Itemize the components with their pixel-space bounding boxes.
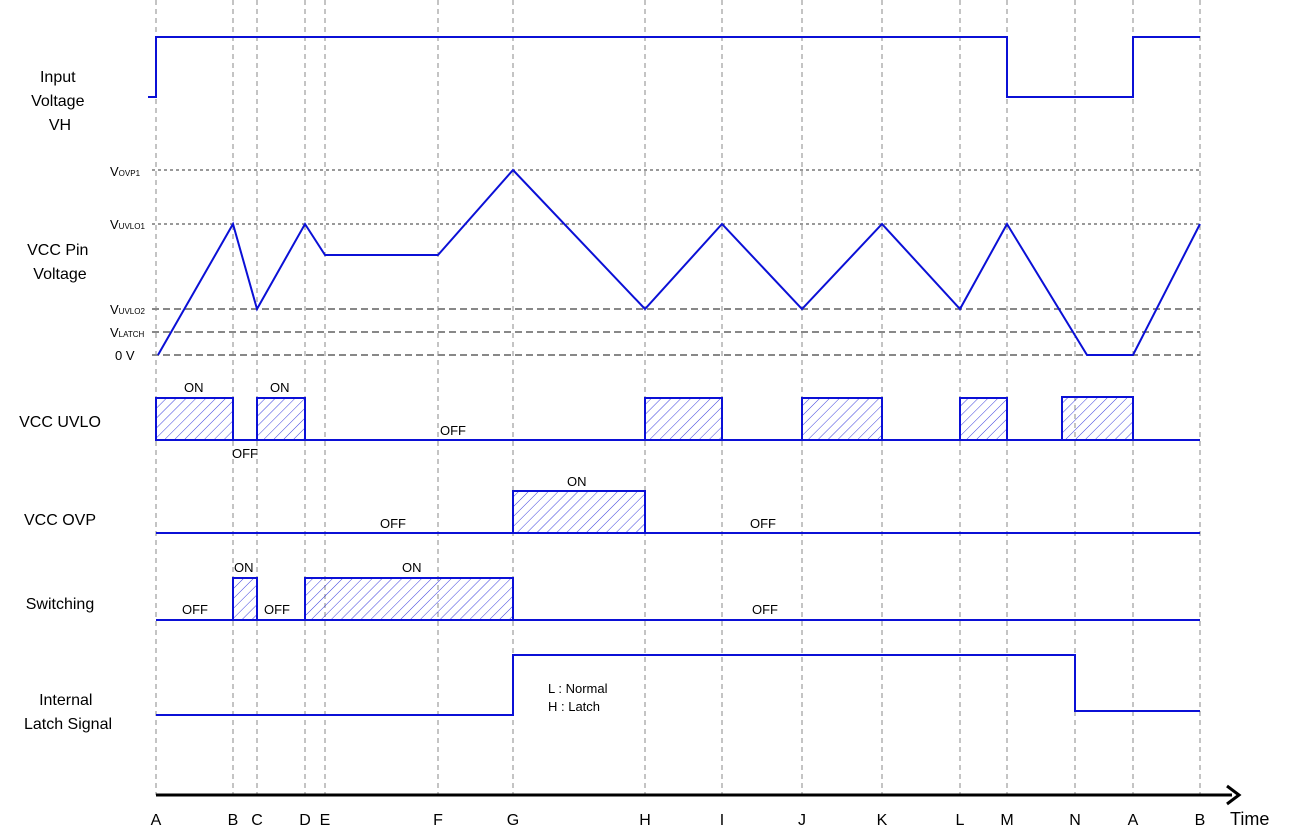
latch-signal-label: Internal Latch Signal [24, 692, 112, 733]
vcc-uvlo-label: VCC UVLO [19, 414, 101, 431]
time-label-n: N [1069, 812, 1081, 829]
ovp-on-text: ON [567, 474, 587, 489]
switching-off-text: OFF [182, 602, 208, 617]
switching-off-text: OFF [264, 602, 290, 617]
uvlo-on-pulse [256, 397, 306, 441]
time-label-a2: A [1128, 812, 1139, 829]
switching-on-text: ON [402, 560, 422, 575]
uvlo-off-text: OFF [232, 446, 258, 461]
latch-legend: L : Normal H : Latch [548, 681, 611, 714]
uvlo1-level-label: VUVLO1 [110, 217, 145, 232]
time-label-b: B [228, 812, 239, 829]
time-label-g: G [507, 812, 519, 829]
switching-on-pulse [232, 577, 258, 621]
vcc-ovp-label: VCC OVP [24, 512, 96, 529]
ovp1-level-label: VOVP1 [110, 164, 141, 179]
ovp-off-text: OFF [380, 516, 406, 531]
input-voltage-label: Input Voltage VH [31, 69, 89, 134]
uvlo-on-pulse [644, 397, 723, 441]
time-label-i: I [720, 812, 724, 829]
time-label-c: C [251, 812, 263, 829]
uvlo-on-text: ON [270, 380, 290, 395]
switching-on-pulse [304, 577, 514, 621]
uvlo-on-pulse [155, 397, 234, 441]
time-label-j: J [798, 812, 806, 829]
input-voltage-waveform [148, 36, 1200, 98]
zero-level-label: 0 V [115, 348, 135, 363]
ovp-off-text: OFF [750, 516, 776, 531]
uvlo-on-pulse [1061, 396, 1134, 441]
uvlo-on-pulse [959, 397, 1008, 441]
vcc-pin-waveform [157, 168, 1201, 356]
vcc-pin-label: VCC Pin Voltage [27, 242, 93, 283]
time-label-m: M [1000, 812, 1013, 829]
switching-on-text: ON [234, 560, 254, 575]
uvlo-off-text: OFF [440, 423, 466, 438]
time-label-e: E [320, 812, 331, 829]
ovp-on-pulse [512, 490, 646, 534]
switching-label: Switching [26, 596, 94, 613]
switching-waveform [156, 577, 1200, 621]
uvlo2-level-label: VUVLO2 [110, 302, 145, 317]
time-label-k: K [877, 812, 888, 829]
time-tick-labels: A B C D E F G H I J K L M N A B [151, 812, 1206, 829]
uvlo-on-pulse [801, 397, 883, 441]
uvlo-waveform [155, 396, 1200, 441]
latch-waveform [156, 654, 1200, 716]
time-label-a: A [151, 812, 162, 829]
switching-off-text: OFF [752, 602, 778, 617]
ovp-waveform [156, 490, 1200, 534]
time-axis-arrow [1226, 784, 1242, 806]
time-label-l: L [956, 812, 965, 829]
time-label-b2: B [1195, 812, 1206, 829]
time-label-f: F [433, 812, 443, 829]
time-label-d: D [299, 812, 311, 829]
uvlo-on-text: ON [184, 380, 204, 395]
latch-level-label: VLATCH [110, 325, 145, 340]
time-axis-label: Time [1230, 809, 1269, 829]
time-label-h: H [639, 812, 651, 829]
